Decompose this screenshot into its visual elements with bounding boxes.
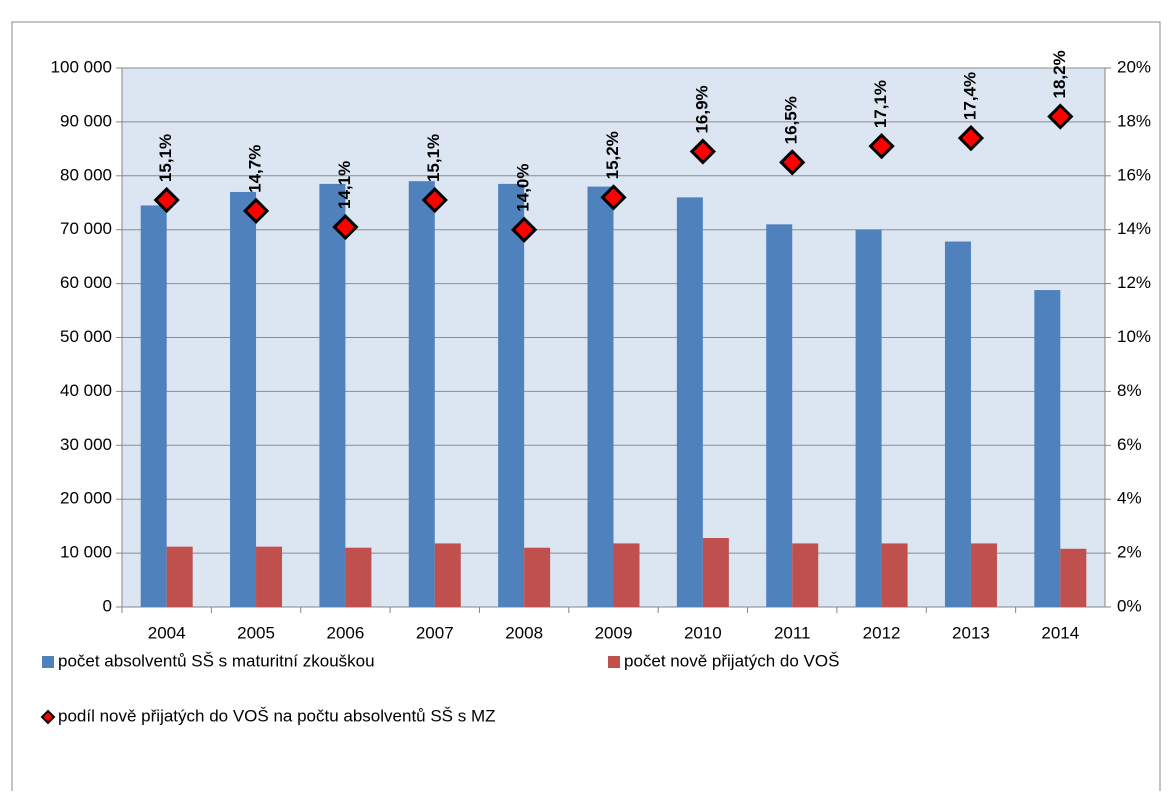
- marker: [600, 184, 627, 211]
- y-tick-label: 20 000: [60, 489, 112, 508]
- y2-tick-label: 6%: [1117, 435, 1142, 454]
- bar: [230, 191, 257, 607]
- bar: [408, 181, 435, 607]
- y2-tick-label: 20%: [1117, 57, 1151, 76]
- data-label: 14,7%: [246, 145, 265, 193]
- data-label: 15,2%: [603, 131, 622, 179]
- bar: [524, 547, 551, 607]
- y-tick-label: 100 000: [51, 57, 112, 76]
- marker: [421, 186, 448, 214]
- x-tick-label: 2014: [1041, 623, 1079, 642]
- data-label: 18,2%: [1050, 50, 1069, 98]
- bar: [881, 543, 908, 607]
- x-tick-label: 2009: [595, 623, 633, 642]
- y2-tick-label: 10%: [1117, 327, 1151, 346]
- y2-tick-label: 18%: [1117, 111, 1151, 130]
- y-tick-label: 10 000: [60, 543, 112, 562]
- data-label: 15,1%: [424, 134, 443, 182]
- marker: [511, 216, 538, 243]
- y2-tick-label: 14%: [1117, 219, 1151, 238]
- data-label: 15,1%: [156, 134, 175, 182]
- data-label: 14,0%: [514, 163, 533, 211]
- x-tick-label: 2006: [326, 623, 364, 642]
- marker: [957, 124, 985, 152]
- bar: [319, 183, 346, 607]
- x-tick-label: 2004: [148, 623, 186, 642]
- bar: [166, 546, 193, 607]
- x-tick-label: 2013: [952, 623, 990, 642]
- bar: [1060, 548, 1087, 607]
- legend-label: počet absolventů SŠ s maturitní zkouškou: [58, 651, 375, 670]
- legend-marker: [40, 709, 56, 725]
- marker: [1047, 103, 1074, 130]
- x-tick-label: 2007: [416, 623, 454, 642]
- legend-label: počet nově přijatých do VOŠ: [624, 651, 839, 670]
- bar: [587, 186, 614, 607]
- legend-swatch: [42, 656, 54, 668]
- x-tick-label: 2005: [237, 623, 275, 642]
- x-tick-label: 2010: [684, 623, 722, 642]
- bar: [345, 547, 372, 607]
- bar: [676, 197, 703, 608]
- y-tick-label: 30 000: [60, 435, 112, 454]
- y-tick-label: 0: [103, 596, 112, 615]
- y2-tick-label: 2%: [1117, 543, 1142, 562]
- y-tick-label: 90 000: [60, 111, 112, 130]
- data-label: 14,1%: [335, 161, 354, 209]
- bar: [792, 543, 819, 607]
- y-tick-label: 60 000: [60, 273, 112, 292]
- bar: [944, 241, 971, 608]
- data-label: 17,1%: [871, 80, 890, 128]
- marker: [779, 149, 806, 176]
- x-tick-label: 2008: [505, 623, 543, 642]
- marker: [242, 197, 270, 224]
- legend-swatch: [608, 656, 620, 668]
- x-tick-label: 2011: [774, 623, 811, 642]
- bar: [434, 543, 461, 607]
- y2-tick-label: 12%: [1117, 273, 1151, 292]
- y2-tick-label: 8%: [1117, 381, 1142, 400]
- legend-label: podíl nově přijatých do VOŠ na počtu abs…: [58, 706, 496, 725]
- bar: [766, 224, 793, 607]
- bar: [140, 205, 167, 607]
- bar: [498, 183, 525, 607]
- y-tick-label: 50 000: [60, 327, 112, 346]
- marker: [868, 133, 895, 160]
- bar: [1034, 290, 1061, 607]
- data-label: 17,4%: [960, 72, 979, 120]
- marker: [689, 138, 716, 165]
- bar: [613, 543, 640, 607]
- y-tick-label: 40 000: [60, 381, 112, 400]
- marker: [332, 213, 359, 241]
- x-tick-label: 2012: [863, 623, 901, 642]
- y-tick-label: 70 000: [60, 219, 112, 238]
- y2-tick-label: 0%: [1117, 596, 1142, 615]
- data-label: 16,5%: [782, 96, 801, 144]
- bar: [855, 229, 882, 607]
- marker: [153, 186, 180, 214]
- bar: [970, 543, 997, 607]
- bar: [702, 538, 729, 607]
- bar: [256, 546, 283, 607]
- y-tick-label: 80 000: [60, 165, 112, 184]
- data-label: 16,9%: [692, 85, 711, 133]
- y2-tick-label: 4%: [1117, 489, 1142, 508]
- y2-tick-label: 16%: [1117, 165, 1151, 184]
